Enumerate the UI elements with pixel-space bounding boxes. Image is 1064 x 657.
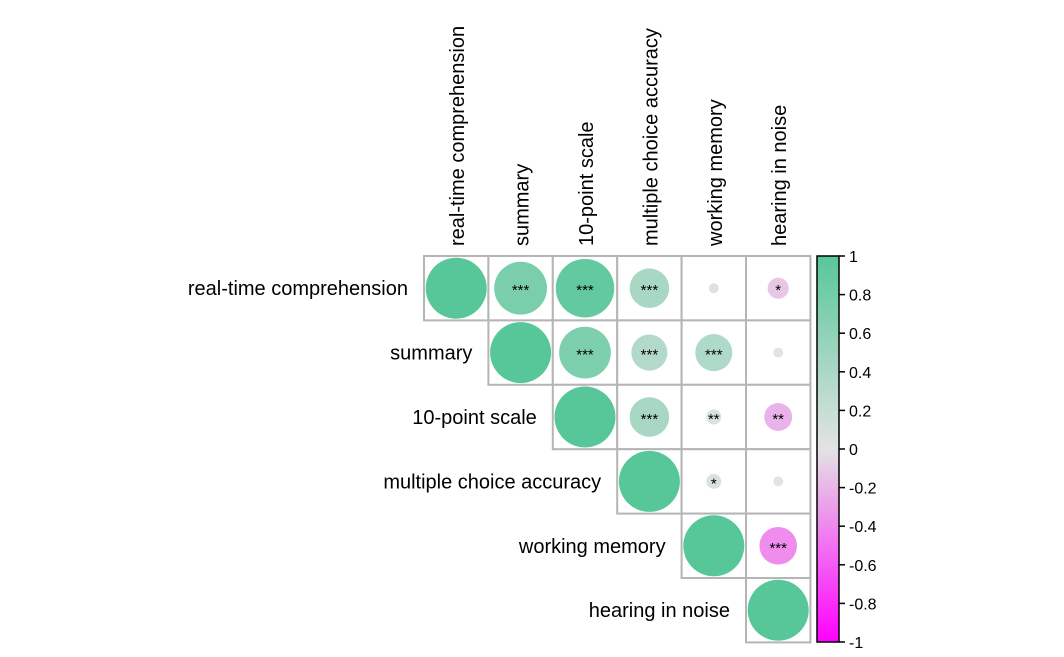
cell-hearing-in-noise-x-hearing-in-noise	[745, 577, 812, 644]
column-label-working-memory: working memory	[705, 99, 727, 247]
correlation-circle	[629, 397, 670, 437]
cell-real-time-comprehension-x-working-memory	[680, 255, 747, 322]
cell-summary-x-summary	[487, 319, 554, 386]
correlation-circle	[618, 450, 680, 512]
colorbar-tick-label: 0.8	[849, 288, 871, 305]
correlation-circle	[773, 347, 784, 358]
correlation-circle	[631, 334, 668, 371]
color-legend: 1 0.8 0.6 0.4 0.2 0 -0.2 -0.4 -0.6 -0.8 -1	[816, 249, 877, 652]
cell-real-time-comprehension-x-real-time-comprehension	[423, 255, 490, 322]
cell-multiple-choice-accuracy-x-hearing-in-noise	[745, 448, 812, 515]
row-label-multiple-choice-accuracy: multiple choice accuracy	[383, 471, 601, 493]
colorbar-tick-label: -1	[849, 635, 863, 652]
significance-stars: ***	[512, 282, 530, 299]
cell-10-point-scale-x-multiple-choice-accuracy: ***	[616, 383, 683, 451]
correlation-circle	[764, 403, 793, 431]
cell-working-memory-x-working-memory	[680, 512, 747, 579]
correlation-circle	[490, 322, 552, 384]
significance-stars: ***	[576, 282, 594, 299]
cell-real-time-comprehension-x-summary: ***	[487, 255, 554, 322]
column-label-real-time-comprehension: real-time comprehension	[447, 26, 469, 246]
colorbar-tick-label: -0.2	[849, 481, 877, 498]
correlation-circle	[554, 386, 616, 448]
colorbar-tick-label: -0.8	[849, 596, 877, 613]
correlation-circle	[425, 257, 487, 319]
correlation-circle	[555, 258, 615, 318]
cell-summary-x-multiple-choice-accuracy: ***	[616, 319, 683, 386]
correlation-circle	[559, 326, 611, 379]
cell-summary-x-working-memory: ***	[680, 319, 747, 386]
significance-stars: **	[708, 411, 720, 428]
column-label-10-point-scale: 10-point scale	[576, 121, 598, 246]
colorbar-tick-label: 1	[849, 249, 858, 266]
row-label-summary: summary	[390, 343, 472, 365]
cell-10-point-scale-x-10-point-scale	[551, 383, 619, 451]
correlation-circle	[706, 473, 722, 489]
correlation-circle	[706, 409, 722, 425]
column-label-multiple-choice-accuracy: multiple choice accuracy	[640, 28, 662, 246]
colorbar-tick-label: 0.2	[849, 403, 871, 420]
correlation-circle	[629, 268, 670, 308]
row-label-10-point-scale: 10-point scale	[412, 407, 537, 429]
colorbar-tick-label: 0	[849, 442, 858, 459]
row-label-working-memory: working memory	[518, 536, 666, 558]
correlation-circle	[747, 579, 809, 641]
cell-multiple-choice-accuracy-x-working-memory: *	[680, 448, 747, 515]
correlation-cells: *** *** *** **** *** ****** ** ******	[423, 255, 812, 644]
significance-stars: ***	[641, 347, 659, 364]
colorbar-tick-label: 0.4	[849, 365, 871, 382]
significance-stars: *	[711, 475, 717, 492]
cell-10-point-scale-x-hearing-in-noise: **	[745, 383, 812, 451]
significance-stars: ***	[641, 411, 659, 428]
cell-real-time-comprehension-x-multiple-choice-accuracy: ***	[616, 255, 683, 322]
cell-real-time-comprehension-x-10-point-scale: ***	[551, 255, 619, 322]
cell-working-memory-x-hearing-in-noise: ***	[745, 512, 812, 579]
colorbar-ticks: 1 0.8 0.6 0.4 0.2 0 -0.2 -0.4 -0.6 -0.8 -1	[839, 249, 877, 652]
correlation-circle	[773, 476, 784, 487]
cell-10-point-scale-x-working-memory: **	[680, 383, 747, 451]
colorbar-tick-label: -0.6	[849, 558, 877, 575]
significance-stars: **	[772, 411, 784, 428]
correlation-circle	[494, 261, 548, 315]
cell-summary-x-10-point-scale: ***	[551, 319, 619, 386]
significance-stars: ***	[641, 282, 659, 299]
significance-stars: ***	[576, 347, 594, 364]
column-label-hearing-in-noise: hearing in noise	[769, 105, 791, 246]
correlation-circle	[683, 515, 745, 577]
column-labels: real-time comprehension summary 10-point s…	[447, 26, 791, 247]
correlation-circle	[759, 526, 798, 565]
row-label-hearing-in-noise: hearing in noise	[589, 600, 730, 622]
row-labels: real-time comprehension summary 10-point s…	[188, 278, 730, 622]
colorbar-tick-label: -0.4	[849, 519, 877, 536]
significance-stars: ***	[769, 540, 787, 557]
cell-real-time-comprehension-x-hearing-in-noise: *	[745, 255, 812, 322]
significance-stars: *	[775, 282, 781, 299]
colorbar-tick-label: 0.6	[849, 326, 871, 343]
correlation-circle	[708, 283, 719, 294]
significance-stars: ***	[705, 347, 723, 364]
colorbar-gradient	[816, 255, 840, 643]
column-label-summary: summary	[512, 164, 534, 246]
correlation-circle	[767, 277, 789, 299]
row-label-real-time-comprehension: real-time comprehension	[188, 278, 408, 300]
correlation-circle	[695, 334, 733, 372]
cell-multiple-choice-accuracy-x-multiple-choice-accuracy	[616, 448, 683, 515]
cell-summary-x-hearing-in-noise	[745, 319, 812, 386]
